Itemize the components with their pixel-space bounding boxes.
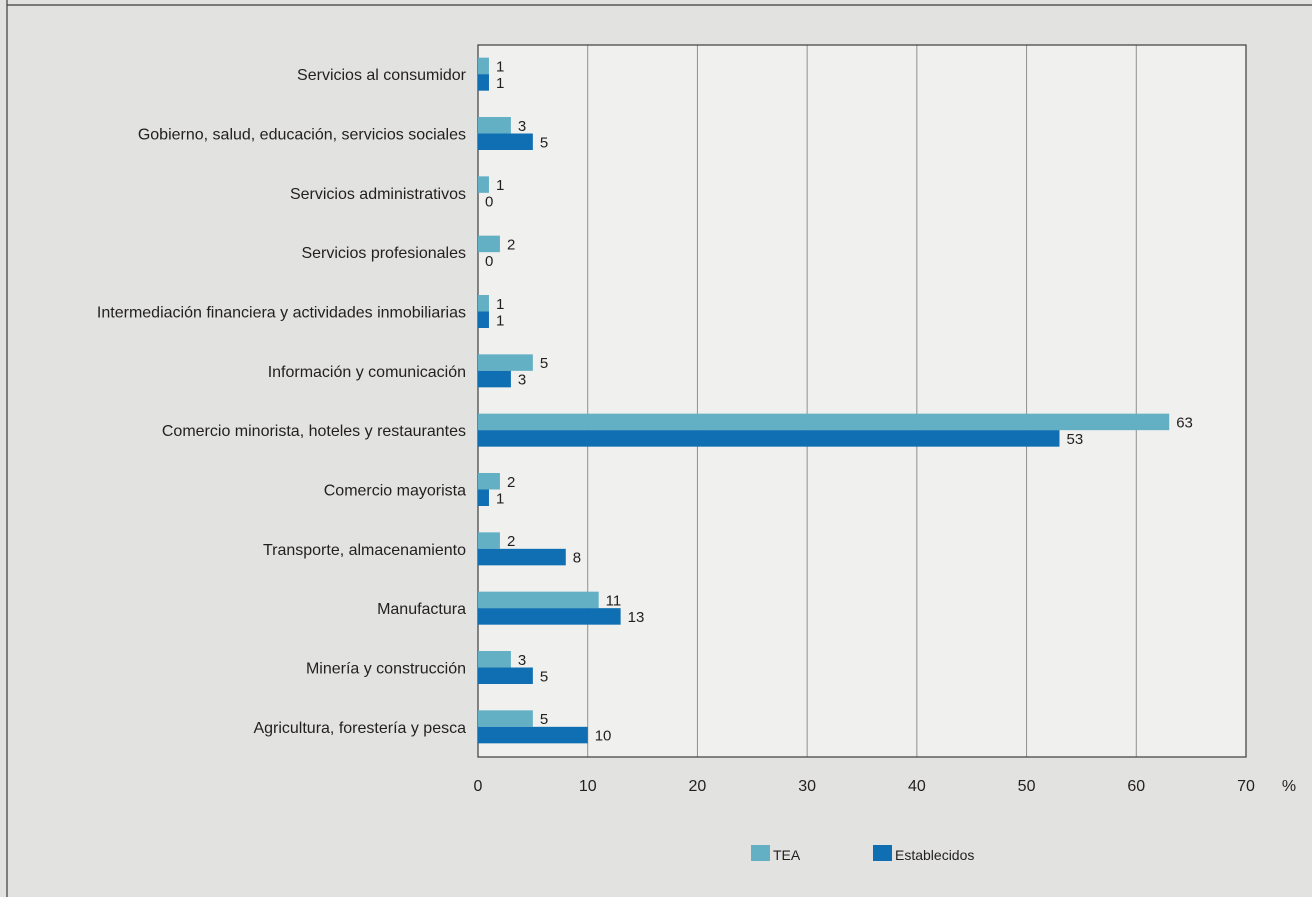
bar-tea <box>478 57 489 75</box>
value-label: 1 <box>496 75 504 92</box>
value-label: 2 <box>507 474 515 491</box>
plot-frame <box>477 44 1247 758</box>
bar-tea <box>478 473 500 490</box>
value-label: 1 <box>496 58 504 75</box>
category-label: Intermediación financiera y actividades … <box>97 305 466 322</box>
bar-tea <box>478 710 533 727</box>
x-tick-label: 50 <box>1018 778 1036 795</box>
bar-tea <box>478 591 599 609</box>
value-label: 5 <box>540 134 548 151</box>
bar-tea <box>478 532 500 549</box>
value-label: 1 <box>496 312 504 329</box>
category-label: Servicios administrativos <box>290 186 466 203</box>
bar-tea <box>478 651 511 668</box>
value-label: 3 <box>518 118 526 135</box>
bar-establecidos <box>478 370 511 388</box>
value-label: 13 <box>628 609 645 626</box>
value-label: 10 <box>595 728 612 745</box>
value-label: 5 <box>540 668 548 685</box>
legend-swatch-establecidos <box>873 845 892 861</box>
category-label: Comercio mayorista <box>324 483 466 500</box>
bar-tea <box>478 354 533 371</box>
x-tick-label: 20 <box>689 778 707 795</box>
bar-establecidos <box>478 133 533 150</box>
bar-tea <box>478 117 511 134</box>
value-label: 5 <box>540 355 548 372</box>
value-label: 5 <box>540 711 548 728</box>
bar-establecidos <box>478 311 489 328</box>
value-label: 63 <box>1176 414 1193 431</box>
legend-label-tea: TEA <box>773 847 801 863</box>
bar-establecidos <box>478 548 566 566</box>
x-tick-label: 10 <box>579 778 597 795</box>
category-label: Transporte, almacenamiento <box>263 542 466 559</box>
value-label: 1 <box>496 296 504 313</box>
bar-establecidos <box>478 608 621 625</box>
category-label: Minería y construcción <box>306 661 466 678</box>
legend-label-establecidos: Establecidos <box>895 847 974 863</box>
x-tick-label: 30 <box>798 778 816 795</box>
bar-tea <box>478 176 489 193</box>
value-label: 11 <box>606 592 622 609</box>
x-tick-label: 70 <box>1237 778 1255 795</box>
value-label: 1 <box>496 177 504 194</box>
value-label: 1 <box>496 490 504 507</box>
bar-tea <box>478 295 489 312</box>
category-label: Manufactura <box>377 601 466 618</box>
bar-tea <box>478 235 500 253</box>
value-label: 3 <box>518 372 526 389</box>
plot-area <box>478 45 1246 757</box>
x-tick-label: 60 <box>1127 778 1145 795</box>
category-label: Servicios profesionales <box>301 245 466 262</box>
bar-tea <box>478 413 1170 431</box>
bar-establecidos <box>478 726 588 744</box>
category-label: Comercio minorista, hoteles y restaurant… <box>162 423 466 440</box>
value-label: 0 <box>485 194 493 211</box>
legend-swatch-tea <box>751 845 770 861</box>
category-label: Servicios al consumidor <box>297 67 467 84</box>
bar-establecidos <box>478 430 1060 447</box>
value-label: 2 <box>507 236 515 253</box>
bar-establecidos <box>478 74 489 91</box>
category-label: Información y comunicación <box>268 364 466 381</box>
value-label: 8 <box>573 550 581 567</box>
x-unit-label: % <box>1282 778 1296 795</box>
value-label: 2 <box>507 533 515 550</box>
category-label: Gobierno, salud, educación, servicios so… <box>138 127 466 144</box>
value-label: 53 <box>1066 431 1083 448</box>
category-label: Agricultura, forestería y pesca <box>253 720 466 737</box>
value-label: 3 <box>518 652 526 669</box>
bar-establecidos <box>478 667 533 684</box>
x-tick-label: 40 <box>908 778 926 795</box>
value-label: 0 <box>485 253 493 270</box>
bar-establecidos <box>478 489 489 506</box>
x-tick-label: 0 <box>474 778 483 795</box>
